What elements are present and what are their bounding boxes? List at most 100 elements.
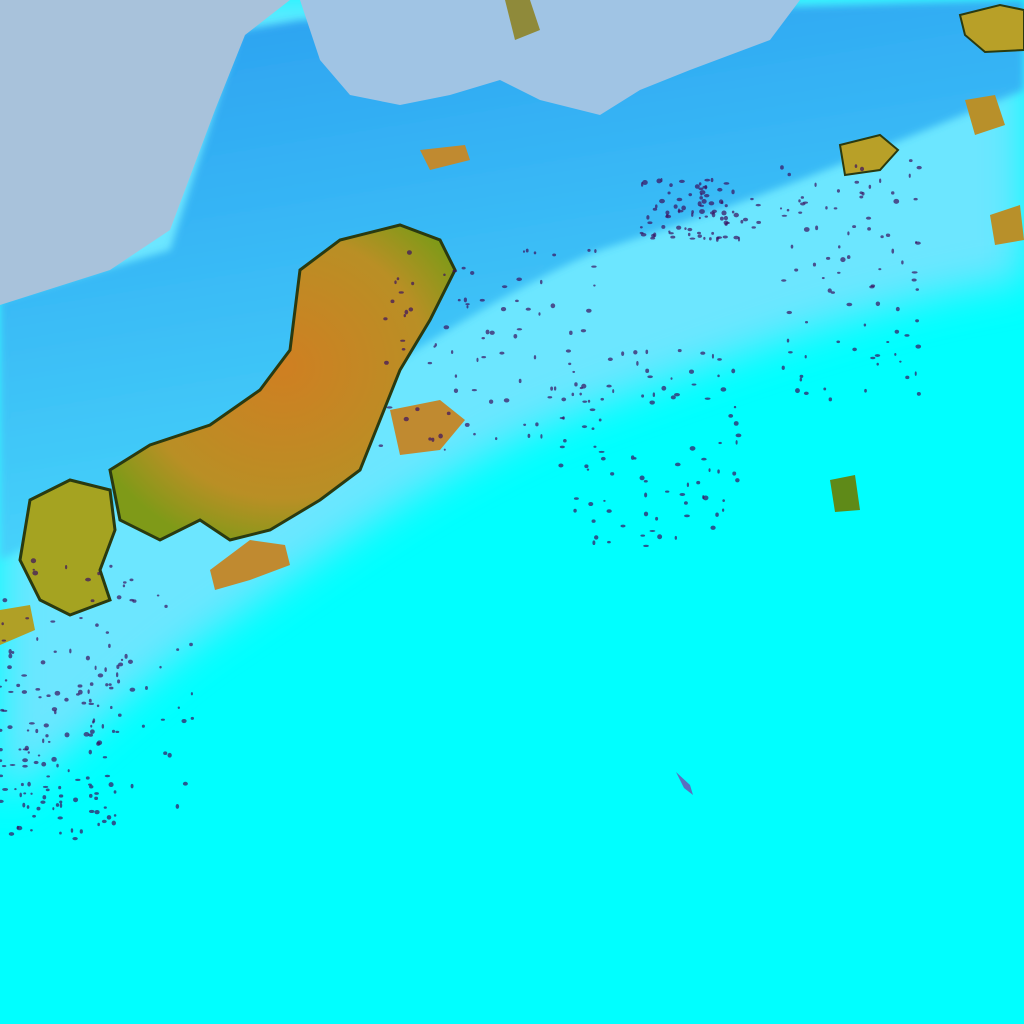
speckle xyxy=(655,516,659,521)
speckle xyxy=(384,360,389,365)
speckle xyxy=(700,193,703,196)
speckle xyxy=(470,271,475,275)
speckle xyxy=(703,236,706,240)
speckle xyxy=(1,764,7,768)
speckle xyxy=(27,751,30,754)
speckle xyxy=(572,370,576,373)
speckle xyxy=(7,665,12,670)
speckle xyxy=(600,397,604,401)
speckle xyxy=(847,231,850,236)
speckle xyxy=(661,385,667,391)
speckle xyxy=(863,323,867,327)
speckle xyxy=(446,411,451,416)
speckle xyxy=(94,792,99,795)
speckle xyxy=(94,665,97,670)
speckle xyxy=(854,164,858,169)
speckle xyxy=(51,707,58,712)
speckle xyxy=(704,215,708,218)
speckle xyxy=(32,570,39,576)
speckle xyxy=(77,689,83,695)
speckle xyxy=(81,701,87,705)
speckle xyxy=(720,201,724,205)
speckle xyxy=(0,685,2,688)
speckle xyxy=(787,172,791,177)
speckle xyxy=(837,271,841,274)
speckle xyxy=(687,232,691,237)
speckle xyxy=(103,806,107,809)
speckle xyxy=(94,796,99,801)
speckle xyxy=(691,212,694,217)
speckle xyxy=(538,312,541,316)
speckle xyxy=(756,220,762,224)
speckle xyxy=(89,785,94,789)
speckle xyxy=(30,792,33,795)
speckle xyxy=(735,433,742,438)
speckle xyxy=(640,181,644,187)
speckle xyxy=(120,658,124,662)
speckle xyxy=(118,662,124,667)
speckle xyxy=(679,492,686,496)
speckle xyxy=(586,308,592,313)
cloud-top-center xyxy=(505,0,540,40)
speckle xyxy=(716,236,722,239)
speckle xyxy=(854,180,860,184)
speckle xyxy=(124,653,128,659)
speckle xyxy=(803,227,810,232)
speckle xyxy=(681,205,686,211)
speckle xyxy=(539,279,543,285)
speckle xyxy=(610,472,615,476)
speckle xyxy=(642,180,648,185)
speckle xyxy=(913,197,918,201)
speckle xyxy=(115,672,119,678)
speckle xyxy=(704,184,708,190)
speckle xyxy=(733,235,739,240)
speckle xyxy=(561,397,567,402)
speckle xyxy=(742,217,749,222)
speckle xyxy=(804,355,807,359)
speckle xyxy=(108,782,114,788)
speckle xyxy=(159,665,162,669)
speckle xyxy=(87,689,90,694)
speckle xyxy=(64,697,69,702)
speckle xyxy=(90,724,93,728)
speckle xyxy=(85,655,90,661)
speckle xyxy=(740,219,744,224)
speckle xyxy=(594,249,597,253)
speckle xyxy=(598,418,602,422)
speckle xyxy=(443,448,446,451)
speckle xyxy=(677,349,682,353)
cloud-clusters xyxy=(0,0,1024,645)
speckle xyxy=(864,388,867,393)
speckle xyxy=(825,206,828,210)
speckle xyxy=(645,349,649,355)
cloud-west xyxy=(18,478,117,617)
speckle xyxy=(688,193,693,197)
speckle xyxy=(652,207,658,211)
speckle xyxy=(875,301,881,307)
speckle xyxy=(914,371,917,376)
speckle xyxy=(788,351,793,354)
speckle xyxy=(398,291,404,294)
speckle xyxy=(488,399,494,404)
speckle xyxy=(593,284,596,287)
speckle xyxy=(805,321,809,324)
speckle xyxy=(1,639,7,642)
speckle xyxy=(35,688,41,691)
speckle xyxy=(751,226,756,229)
speckle xyxy=(176,648,180,651)
speckle xyxy=(803,391,809,395)
speckle xyxy=(175,804,180,809)
speckle xyxy=(465,303,470,306)
speckle xyxy=(550,303,556,309)
speckle xyxy=(85,577,91,582)
speckle xyxy=(88,783,92,786)
speckle xyxy=(859,191,863,195)
speckle xyxy=(28,722,35,725)
speckle xyxy=(88,749,92,755)
speckle xyxy=(189,642,193,647)
speckle xyxy=(501,285,508,289)
speckle xyxy=(790,244,794,249)
speckle xyxy=(500,306,507,312)
speckle xyxy=(67,769,70,773)
speckle xyxy=(710,177,714,183)
